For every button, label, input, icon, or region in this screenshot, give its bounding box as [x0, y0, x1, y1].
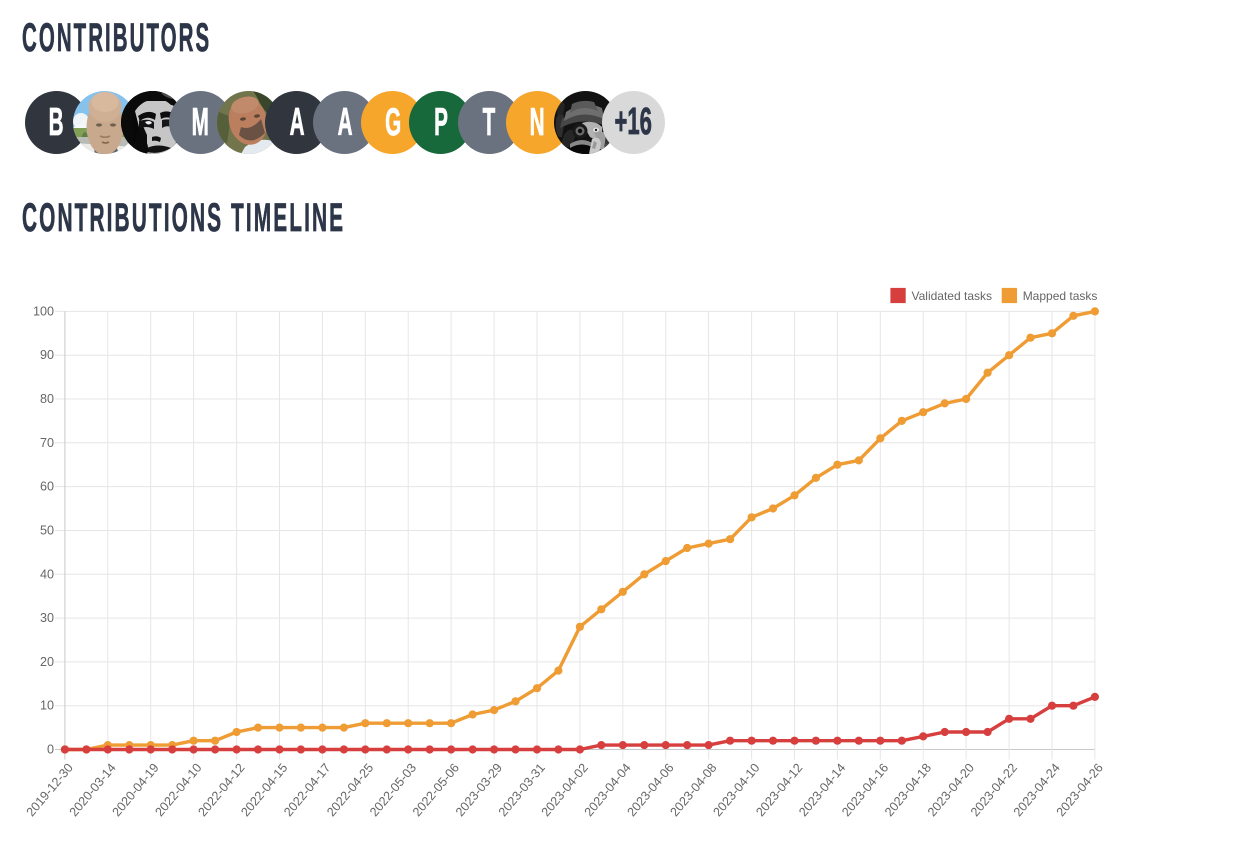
svg-text:10: 10 [40, 699, 54, 713]
svg-text:100: 100 [33, 304, 54, 318]
svg-text:80: 80 [40, 392, 54, 406]
svg-text:50: 50 [40, 524, 54, 538]
svg-text:40: 40 [40, 567, 54, 581]
svg-text:30: 30 [40, 611, 54, 625]
svg-text:90: 90 [40, 348, 54, 362]
svg-text:60: 60 [40, 480, 54, 494]
svg-text:20: 20 [40, 655, 54, 669]
svg-text:70: 70 [40, 436, 54, 450]
svg-text:Mapped tasks: Mapped tasks [1023, 289, 1098, 303]
svg-text:0: 0 [47, 743, 54, 757]
svg-text:Validated tasks: Validated tasks [912, 289, 993, 303]
